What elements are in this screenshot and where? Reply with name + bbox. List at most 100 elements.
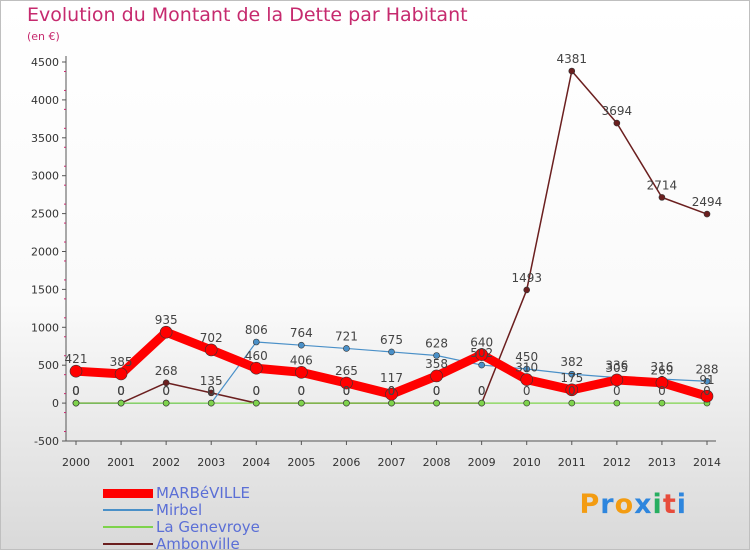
- logo-letter: t: [662, 489, 677, 520]
- data-label: 0: [343, 384, 351, 398]
- data-point: [478, 399, 485, 407]
- x-tick-label: 2003: [197, 456, 225, 469]
- data-point: [114, 367, 128, 381]
- data-label: 0: [433, 384, 441, 398]
- y-tick-label: 0: [52, 397, 59, 410]
- x-tick-label: 2008: [423, 456, 451, 469]
- data-point: [523, 399, 531, 407]
- x-tick-label: 2005: [287, 456, 315, 469]
- data-label: 0: [658, 384, 666, 398]
- data-label: 764: [290, 326, 313, 340]
- data-label: 0: [207, 384, 215, 398]
- data-label: 702: [200, 331, 223, 345]
- x-tick-label: 2007: [378, 456, 406, 469]
- data-label: 2494: [692, 195, 723, 209]
- data-point: [655, 376, 669, 390]
- legend-swatch: [103, 526, 153, 528]
- x-tick-label: 2010: [513, 456, 541, 469]
- data-point: [249, 361, 263, 375]
- data-label: 0: [162, 384, 170, 398]
- data-label: 135: [200, 374, 223, 388]
- data-label: 0: [298, 384, 306, 398]
- logo-letter: i: [676, 489, 687, 520]
- logo-letter: r: [600, 489, 615, 520]
- data-label: 640: [470, 336, 493, 350]
- logo-letter: P: [579, 489, 601, 520]
- data-point: [475, 348, 488, 361]
- logo-letter: i: [652, 489, 663, 520]
- data-point: [703, 377, 711, 385]
- legend-label: Mirbel: [156, 501, 203, 519]
- y-tick-label: 2500: [31, 208, 59, 221]
- data-label: 450: [515, 350, 538, 364]
- data-label: 806: [245, 323, 268, 337]
- logo-letter: x: [634, 489, 653, 520]
- x-tick-label: 2002: [152, 456, 180, 469]
- data-point: [568, 370, 576, 378]
- data-label: 3694: [602, 104, 633, 118]
- data-label: 0: [72, 384, 80, 398]
- data-point: [388, 348, 395, 356]
- legend-label: Ambonville: [156, 535, 240, 553]
- data-label: 0: [298, 384, 306, 398]
- data-point: [385, 387, 398, 401]
- data-point: [343, 399, 350, 407]
- data-label: 0: [162, 384, 170, 398]
- data-label: 935: [155, 313, 178, 327]
- data-label: 721: [335, 329, 358, 343]
- data-label: 0: [703, 384, 711, 398]
- data-point: [523, 286, 531, 294]
- data-label: 0: [343, 384, 351, 398]
- y-tick-label: 1500: [31, 283, 59, 296]
- data-label: 310: [515, 361, 538, 375]
- y-tick-label: 2000: [31, 246, 59, 259]
- data-label: 336: [605, 359, 628, 373]
- x-tick-label: 2001: [107, 456, 135, 469]
- data-label: 0: [523, 384, 531, 398]
- x-tick-label: 2000: [62, 456, 90, 469]
- data-label: 91: [699, 373, 714, 387]
- data-point: [204, 343, 218, 357]
- data-point: [207, 389, 215, 397]
- y-tick-label: 3500: [31, 132, 59, 145]
- data-label: 0: [388, 384, 396, 398]
- data-label: 1493: [511, 271, 542, 285]
- data-label: 0: [613, 384, 621, 398]
- x-tick-label: 2012: [603, 456, 631, 469]
- y-tick-label: 1000: [31, 321, 59, 334]
- data-label: 0: [117, 384, 125, 398]
- data-label: 460: [245, 349, 268, 363]
- data-label: 0: [252, 384, 260, 398]
- data-point: [340, 376, 353, 390]
- legend-label: La Genevroye: [156, 518, 260, 536]
- data-label: 0: [117, 384, 125, 398]
- y-tick-label: 500: [38, 359, 59, 372]
- logo-letter: o: [614, 489, 635, 520]
- data-label: 502: [470, 346, 493, 360]
- y-tick-label: 3000: [31, 170, 59, 183]
- x-tick-label: 2006: [332, 456, 360, 469]
- data-label: 382: [560, 355, 583, 369]
- data-point: [523, 365, 531, 373]
- chart-title: Evolution du Montant de la Dette par Hab…: [27, 4, 468, 26]
- data-point: [430, 369, 443, 383]
- x-tick-label: 2013: [648, 456, 676, 469]
- legend-label: MARBéVILLE: [156, 484, 251, 502]
- data-label: 0: [72, 384, 80, 398]
- data-point: [159, 325, 173, 339]
- y-tick-label: 4000: [31, 94, 59, 107]
- data-point: [700, 389, 714, 403]
- data-label: 265: [335, 364, 358, 378]
- data-point: [343, 345, 350, 352]
- data-point: [252, 338, 260, 346]
- data-label: 268: [155, 364, 178, 378]
- data-label: 4381: [557, 52, 588, 66]
- data-label: 305: [605, 361, 628, 375]
- data-point: [298, 399, 305, 407]
- x-tick-label: 2011: [558, 456, 586, 469]
- data-point: [568, 67, 576, 75]
- x-tick-label: 2004: [242, 456, 270, 469]
- data-label: 421: [65, 352, 88, 366]
- data-label: 316: [650, 360, 673, 374]
